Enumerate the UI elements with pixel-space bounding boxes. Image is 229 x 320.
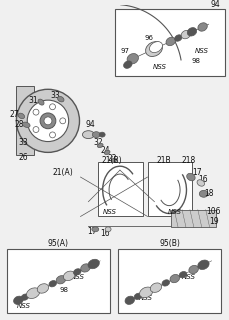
Text: 21(B): 21(B) [101, 156, 122, 165]
Ellipse shape [22, 122, 30, 127]
Ellipse shape [197, 260, 208, 269]
Text: 106: 106 [205, 207, 220, 216]
Text: 18: 18 [203, 189, 213, 198]
Text: 94: 94 [210, 0, 219, 9]
Ellipse shape [165, 37, 175, 46]
Ellipse shape [104, 150, 109, 155]
Ellipse shape [139, 287, 152, 298]
Text: 97: 97 [120, 48, 129, 54]
Ellipse shape [169, 275, 179, 283]
Ellipse shape [174, 35, 181, 41]
Ellipse shape [149, 42, 162, 52]
Bar [98, 162, 142, 216]
Ellipse shape [197, 23, 206, 31]
Text: NSS: NSS [138, 295, 152, 301]
Circle shape [33, 127, 39, 132]
Bar [6, 249, 110, 313]
Text: NSS: NSS [167, 209, 181, 214]
Text: 33: 33 [50, 91, 60, 100]
Circle shape [16, 89, 79, 152]
Ellipse shape [37, 284, 48, 293]
Text: 33: 33 [18, 138, 28, 147]
Text: 19: 19 [208, 217, 218, 226]
Ellipse shape [134, 293, 141, 300]
Ellipse shape [186, 173, 194, 181]
Ellipse shape [123, 61, 131, 68]
Text: 16: 16 [197, 175, 207, 185]
Ellipse shape [38, 99, 44, 105]
Ellipse shape [186, 28, 196, 36]
Text: 28: 28 [15, 120, 24, 129]
Ellipse shape [18, 113, 25, 119]
Text: 32: 32 [93, 138, 103, 147]
Ellipse shape [49, 281, 56, 287]
Text: 17: 17 [191, 168, 201, 177]
Bar [147, 162, 191, 216]
Text: 17: 17 [87, 227, 97, 236]
Ellipse shape [178, 271, 186, 278]
Ellipse shape [57, 96, 64, 102]
Ellipse shape [161, 280, 169, 286]
Ellipse shape [92, 132, 100, 138]
Text: 98: 98 [59, 287, 68, 293]
Circle shape [49, 132, 55, 138]
Text: 24: 24 [100, 146, 109, 155]
Ellipse shape [91, 227, 98, 232]
Circle shape [49, 104, 55, 110]
Text: 22: 22 [107, 154, 116, 163]
Text: 218: 218 [181, 156, 195, 165]
Text: 95(B): 95(B) [159, 239, 179, 248]
Text: NSS: NSS [70, 274, 84, 280]
Ellipse shape [63, 271, 74, 281]
Ellipse shape [82, 131, 94, 139]
Text: 94: 94 [85, 120, 95, 129]
Ellipse shape [21, 294, 29, 300]
Ellipse shape [196, 180, 204, 186]
Text: NSS: NSS [194, 48, 208, 54]
Ellipse shape [150, 283, 161, 292]
Ellipse shape [56, 276, 65, 284]
Text: 95(A): 95(A) [48, 239, 68, 248]
Text: 27: 27 [10, 110, 19, 119]
Circle shape [27, 100, 68, 141]
Text: NSS: NSS [181, 274, 195, 280]
Text: 96: 96 [144, 35, 153, 41]
Circle shape [33, 109, 39, 115]
Ellipse shape [26, 288, 40, 299]
Ellipse shape [111, 158, 116, 162]
Ellipse shape [88, 259, 99, 269]
Ellipse shape [73, 269, 81, 275]
Ellipse shape [99, 132, 105, 137]
Ellipse shape [125, 296, 134, 304]
Circle shape [40, 113, 56, 129]
Text: NSS: NSS [17, 303, 31, 309]
Circle shape [44, 117, 52, 125]
Bar [16, 86, 34, 155]
Text: 21(A): 21(A) [52, 168, 73, 177]
Text: 21B: 21B [156, 156, 171, 165]
Bar [114, 9, 224, 76]
Ellipse shape [188, 265, 198, 274]
Text: NSS: NSS [152, 64, 166, 70]
Ellipse shape [126, 53, 138, 64]
Ellipse shape [199, 190, 207, 197]
Bar [170, 210, 215, 227]
Bar [117, 249, 221, 313]
Ellipse shape [80, 264, 90, 272]
Ellipse shape [105, 227, 111, 232]
Text: 31: 31 [28, 96, 38, 105]
Ellipse shape [97, 143, 103, 148]
Text: 98: 98 [191, 58, 199, 64]
Ellipse shape [14, 296, 23, 304]
Circle shape [60, 118, 65, 124]
Text: 16: 16 [100, 229, 109, 238]
Text: 26: 26 [18, 153, 28, 162]
Text: NSS: NSS [103, 209, 117, 214]
Ellipse shape [145, 42, 162, 57]
Ellipse shape [180, 30, 190, 39]
